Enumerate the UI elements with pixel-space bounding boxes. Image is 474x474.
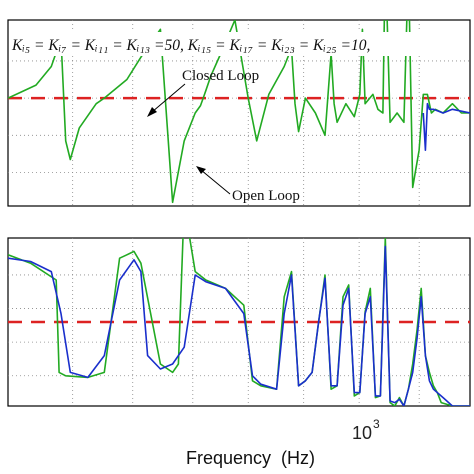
closed-loop-arrowhead	[147, 107, 157, 117]
open-loop-arrowhead	[196, 166, 206, 174]
top-panel: Kᵢ₅ = Kᵢ₇ = Kᵢ₁₁ = Kᵢ₁₃ =50, Kᵢ₁₅ = Kᵢ₁₇…	[7, 19, 471, 207]
open-loop-label: Open Loop	[232, 188, 300, 204]
top-series-lines	[8, 20, 470, 204]
top-grid	[8, 20, 470, 206]
closed-loop-label: Closed Loop	[182, 68, 259, 84]
bottom-panel: 10 3 Frequency (Hz)	[7, 237, 471, 468]
bottom-series-lines	[8, 238, 470, 406]
closed-loop-arrow	[151, 83, 186, 113]
open-loop-arrow	[200, 169, 231, 195]
x-tick-label-1000: 10	[352, 423, 372, 443]
gain-note-background	[10, 32, 468, 56]
bottom-series-1-line	[8, 245, 470, 406]
x-tick-exponent-1000: 3	[373, 417, 380, 431]
gain-note: Kᵢ₅ = Kᵢ₇ = Kᵢ₁₁ = Kᵢ₁₃ =50, Kᵢ₁₅ = Kᵢ₁₇…	[11, 37, 370, 54]
top-series-1-line	[422, 102, 470, 151]
x-axis-label: Frequency (Hz)	[186, 448, 315, 468]
top-series-0-line	[8, 20, 470, 204]
